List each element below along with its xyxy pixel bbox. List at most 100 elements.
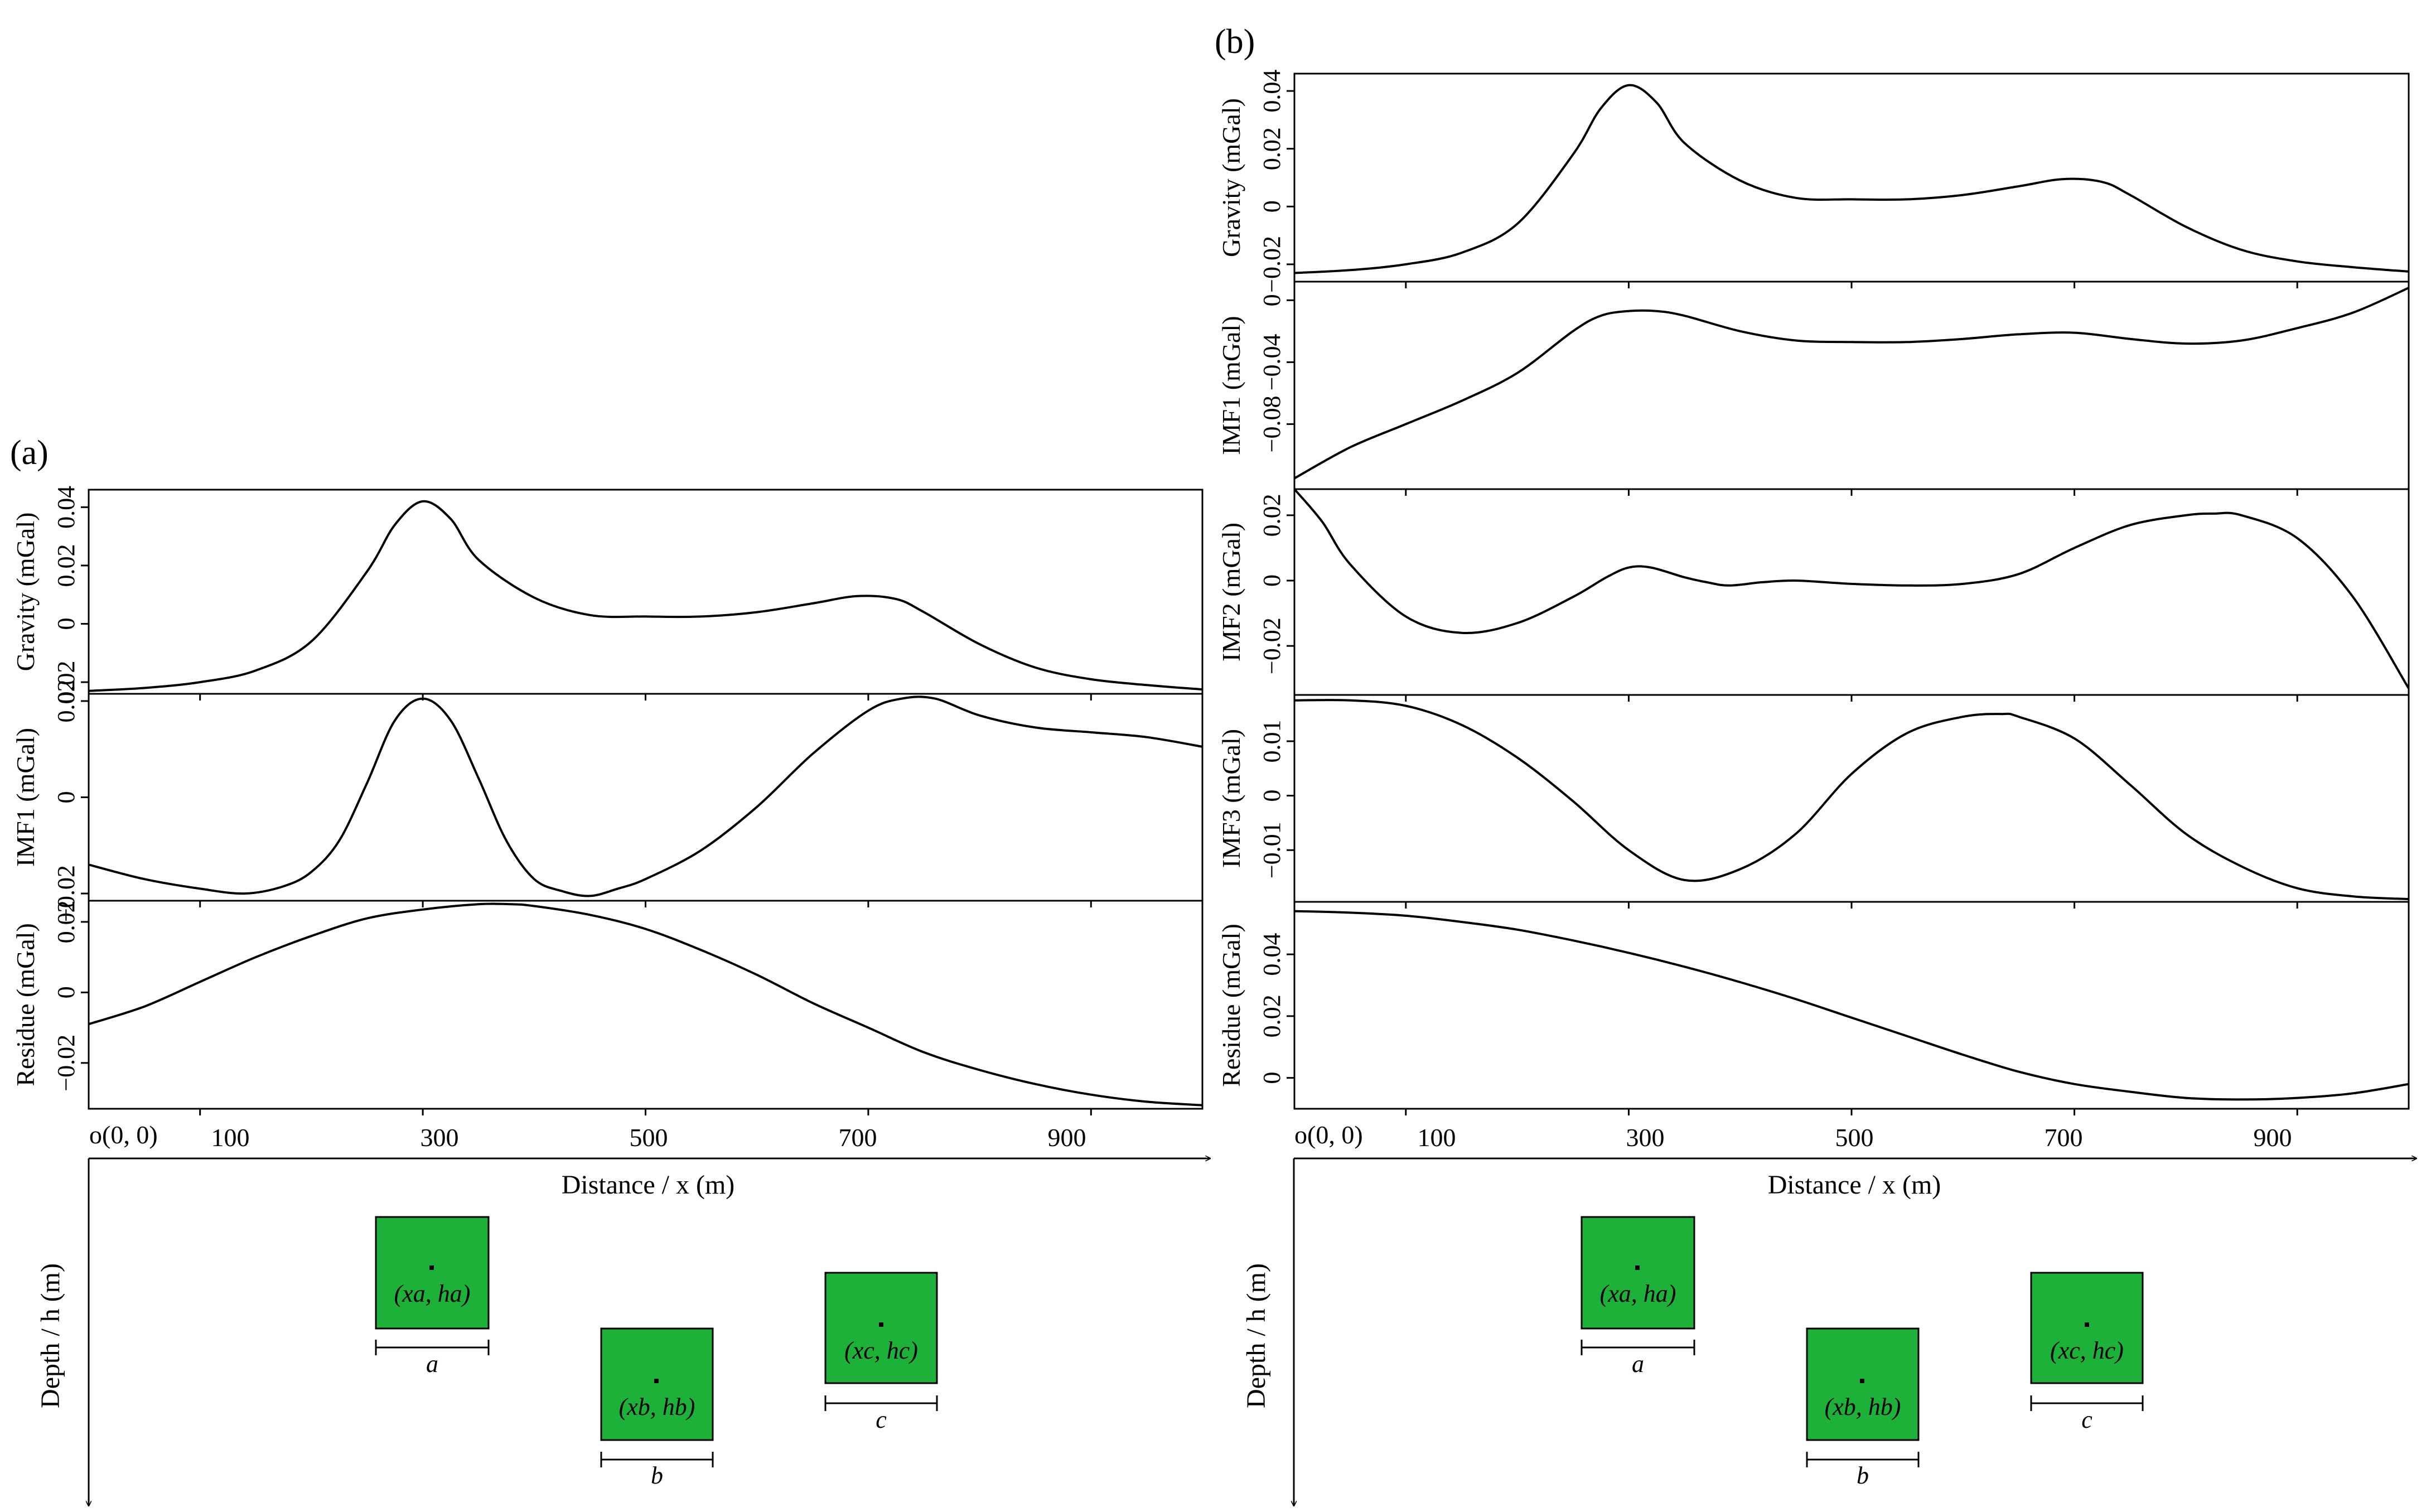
y-tick-label: 0.02 [52,661,80,704]
chart-b-imf1: −0.08 −0.04 0 IMF1 (mGal) [1217,281,2410,496]
tick-label-100: 100 [1418,1123,1456,1152]
tick-label-700: 700 [2045,1123,2083,1152]
chart-a-residue: −0.02 0 0.02 Residue (mGal) [11,900,1204,1115]
body-c-width-label: c [2081,1406,2092,1433]
y-tick-label: 0 [52,986,80,998]
body-b-width-bar [600,1452,714,1467]
tick-label-700: 700 [839,1123,877,1152]
y-tick-label: −0.02 [52,865,80,922]
y-axis-label: IMF3 (mGal) [1217,729,1245,868]
body-a-center-dot [1635,1265,1640,1270]
body-a-coordinate: (xa, ha) [1600,1280,1676,1307]
body-a-width-label: a [1632,1350,1644,1378]
chart-b-residue: 0 0.02 0.04 Residue (mGal) [1217,901,2410,1115]
body-c-width-bar [824,1395,938,1411]
y-axis-label: IMF1 (mGal) [1217,316,1245,455]
depth-axis-label: Depth / h (m) [1241,1263,1271,1408]
y-tick-label: 0.02 [52,679,80,722]
body-a [1581,1216,1695,1330]
y-tick-label: 0 [1258,294,1285,306]
y-tick-label: −0.02 [1258,617,1285,674]
body-b [600,1327,714,1441]
y-tick-label: 0.02 [1258,994,1285,1037]
chart-b-imf3: −0.01 0 0.01 IMF3 (mGal) [1217,694,2410,909]
distance-axis-label: Distance / x (m) [1768,1170,1941,1200]
body-a-width-bar [375,1340,490,1355]
y-axis-label: Residue (mGal) [1217,924,1245,1087]
chart-a-imf1: −0.02 0 0.02 IMF1 (mGal) [11,679,1204,922]
body-b-center-dot [1860,1379,1864,1383]
y-axis-label: Residue (mGal) [11,923,40,1086]
tick-label-500: 500 [1835,1123,1874,1152]
y-tick-label: 0 [1258,1072,1285,1084]
y-tick-label: 0.02 [52,544,80,587]
plot-frame [1293,281,2410,490]
body-c-coordinate: (xc, hc) [2050,1337,2124,1364]
series-line-imf1 [88,695,1203,897]
series-line-imf3 [1294,699,2409,901]
y-tick-label: 0.04 [1258,933,1285,976]
y-tick-label: −0.04 [1258,334,1285,390]
origin-label: o(0, 0) [1294,1120,1363,1149]
y-tick-label: 0.04 [1258,70,1285,113]
origin-label: o(0, 0) [89,1120,158,1149]
body-b-width-label: b [651,1462,663,1489]
y-tick-label: −0.02 [52,1035,80,1091]
y-axis-label: IMF1 (mGal) [11,728,40,867]
body-c-width-bar [2030,1395,2144,1411]
series-line-imf1 [1294,287,2409,480]
y-axis-label: Gravity (mGal) [11,513,40,672]
y-axis-label: IMF2 (mGal) [1217,523,1245,661]
tick-label-900: 900 [2254,1123,2292,1152]
y-tick-label: 0 [52,618,80,630]
distance-axis-label: Distance / x (m) [562,1170,735,1200]
depth-axis-label: Depth / h (m) [36,1263,65,1408]
series-line-imf2 [1293,488,2410,689]
plot-frame [88,489,1204,695]
plot-frame [88,900,1204,1110]
body-c-coordinate: (xc, hc) [844,1337,918,1364]
body-a [375,1216,490,1330]
y-tick-label: 0 [52,791,80,804]
body-c [824,1272,938,1384]
body-b-coordinate: (xb, hb) [1825,1393,1901,1421]
body-b-center-dot [654,1379,659,1383]
series-line-residue [88,902,1203,1107]
panel-label-b: (b) [1215,23,1255,61]
body-a-center-dot [429,1265,434,1270]
series-line-gravity [1294,84,2409,274]
tick-label-300: 300 [421,1123,459,1152]
distance-depth-axes-a: o(0, 0) 100 300 500 700 900 Distance / x… [36,1120,1210,1506]
tick-label-300: 300 [1626,1123,1665,1152]
y-tick-label: 0 [1258,200,1285,212]
body-c-center-dot [2085,1322,2089,1327]
y-tick-label: 0.02 [1258,127,1285,170]
tick-label-500: 500 [630,1123,668,1152]
body-b-width-label: b [1857,1462,1869,1489]
body-c [2030,1272,2144,1384]
body-a-width-bar [1581,1340,1695,1355]
distance-depth-axes-b: o(0, 0) 100 300 500 700 900 Distance / x… [1241,1120,2416,1506]
body-b [1806,1327,1920,1441]
body-c-center-dot [879,1322,883,1327]
y-tick-label: 0 [1258,790,1285,802]
y-tick-label: −0.01 [1258,822,1285,878]
y-tick-label: 0.02 [1258,494,1285,537]
chart-b-gravity: −0.02 0 0.02 0.04 Gravity (mGal) [1217,70,2410,293]
chart-b-imf2: −0.02 0 0.02 IMF2 (mGal) [1217,488,2410,702]
y-tick-label: 0.04 [52,486,80,529]
series-line-gravity [88,500,1203,692]
y-tick-label: −0.08 [1258,395,1285,452]
body-b-coordinate: (xb, hb) [619,1393,695,1421]
plot-frame [1293,901,2410,1110]
y-tick-label: −0.02 [1258,236,1285,293]
body-a-width-label: a [426,1350,438,1378]
chart-a-gravity: 0.02 0 0.02 0.04 Gravity (mGal) [11,486,1204,704]
y-tick-label: 0.02 [52,900,80,943]
plot-frame [1293,488,2410,696]
y-tick-label: 0 [1258,574,1285,587]
plot-frame [88,693,1204,902]
body-c-width-label: c [876,1406,887,1433]
panel-label-a: (a) [10,434,49,472]
